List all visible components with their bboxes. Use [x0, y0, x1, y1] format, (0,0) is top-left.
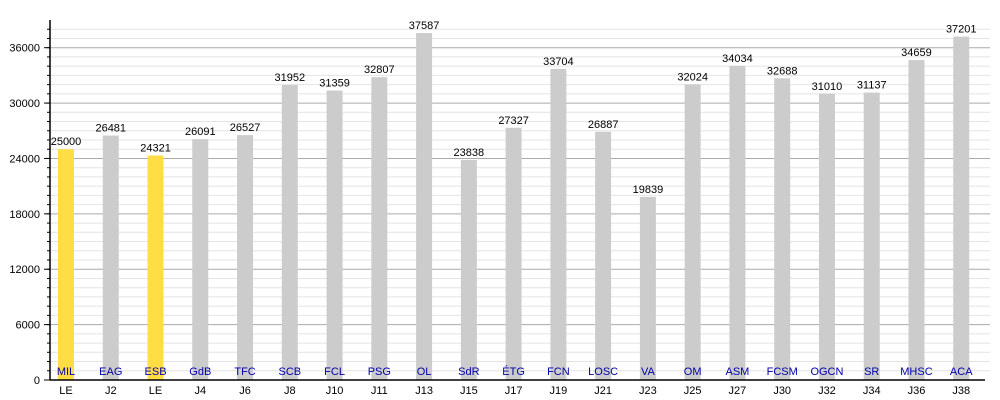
- bar: [192, 139, 209, 380]
- bar: [58, 149, 74, 380]
- x-tick-label: J10: [326, 385, 344, 397]
- x-tick-label: J32: [818, 385, 836, 397]
- data-label: 19839: [633, 184, 664, 196]
- bar: [550, 68, 567, 380]
- opponent-label: FCN: [547, 366, 570, 378]
- data-label: 31010: [812, 81, 843, 93]
- opponent-label: OL: [417, 366, 432, 378]
- opponent-label: SdR: [458, 366, 479, 378]
- x-tick-label: J38: [952, 385, 970, 397]
- y-tick-label: 18000: [9, 209, 40, 221]
- data-label: 26091: [185, 126, 216, 138]
- bar: [505, 127, 522, 381]
- y-tick-label: 36000: [9, 43, 40, 55]
- data-label: 31137: [857, 80, 887, 92]
- x-tick-label: J17: [505, 385, 523, 397]
- opponent-label: MIL: [57, 366, 75, 378]
- x-tick-label: J36: [908, 385, 926, 397]
- bar: [774, 78, 791, 380]
- opponent-label: PSG: [368, 366, 391, 378]
- x-tick-label: J6: [239, 385, 251, 397]
- data-label: 34034: [722, 53, 753, 65]
- opponent-label: GdB: [189, 366, 211, 378]
- bar: [639, 196, 656, 380]
- x-tick-label: J34: [863, 385, 881, 397]
- y-tick-label: 0: [34, 375, 40, 387]
- x-tick-label: J2: [105, 385, 117, 397]
- bar: [908, 60, 925, 380]
- data-label: 25000: [51, 136, 82, 148]
- bar: [102, 135, 119, 380]
- data-label: 26887: [588, 119, 619, 131]
- bar: [416, 33, 433, 380]
- bar: [460, 159, 477, 380]
- x-tick-label: J4: [194, 385, 206, 397]
- bar: [953, 36, 970, 381]
- x-tick-label: J27: [729, 385, 747, 397]
- data-label: 24321: [140, 142, 171, 154]
- opponent-label: TFC: [234, 366, 255, 378]
- bar: [281, 85, 298, 380]
- opponent-label: MHSC: [900, 366, 932, 378]
- opponent-label: SR: [864, 366, 879, 378]
- bar: [863, 92, 880, 380]
- x-tick-label: J19: [550, 385, 568, 397]
- opponent-label: LOSC: [588, 366, 618, 378]
- bar: [326, 90, 343, 380]
- opponent-label: EAG: [99, 366, 122, 378]
- data-label: 26481: [95, 123, 126, 135]
- y-tick-label: 30000: [9, 98, 40, 110]
- opponent-label: ÉTG: [502, 365, 525, 378]
- x-tick-label: LE: [149, 385, 162, 397]
- data-label: 31952: [275, 72, 306, 84]
- data-label: 32024: [677, 71, 708, 83]
- opponent-label: SCB: [278, 366, 301, 378]
- y-tick-label: 6000: [16, 320, 40, 332]
- data-label: 37587: [409, 20, 440, 32]
- bar: [729, 65, 746, 380]
- data-label: 33704: [543, 56, 574, 68]
- bar: [818, 93, 835, 380]
- data-label: 37201: [946, 24, 977, 36]
- x-tick-label: J23: [639, 385, 657, 397]
- x-tick-label: J8: [284, 385, 296, 397]
- x-tick-label: J21: [594, 385, 612, 397]
- y-tick-label: 12000: [9, 264, 40, 276]
- opponent-label: ESB: [145, 366, 167, 378]
- opponent-label: OGCN: [810, 366, 843, 378]
- data-label: 27327: [498, 115, 529, 127]
- bar: [147, 155, 164, 380]
- bar: [237, 135, 254, 380]
- x-tick-label: J30: [773, 385, 791, 397]
- data-label: 34659: [901, 47, 932, 59]
- opponent-label: ASM: [726, 366, 750, 378]
- opponent-label: OM: [684, 366, 702, 378]
- data-label: 23838: [454, 147, 485, 159]
- opponent-label: FCL: [324, 366, 345, 378]
- x-tick-label: LE: [59, 385, 72, 397]
- x-tick-label: J15: [460, 385, 478, 397]
- data-label: 31359: [319, 78, 350, 90]
- data-label: 32688: [767, 65, 798, 77]
- bar: [595, 131, 612, 380]
- x-tick-label: J25: [684, 385, 702, 397]
- opponent-label: FCSM: [767, 366, 798, 378]
- x-tick-label: J11: [371, 385, 388, 397]
- y-tick-label: 24000: [9, 153, 40, 165]
- bar: [371, 77, 388, 381]
- data-label: 26527: [230, 122, 261, 134]
- opponent-label: VA: [641, 366, 656, 378]
- data-label: 32807: [364, 64, 395, 76]
- x-tick-label: J13: [415, 385, 433, 397]
- opponent-label: ACA: [950, 366, 973, 378]
- bar: [684, 84, 701, 380]
